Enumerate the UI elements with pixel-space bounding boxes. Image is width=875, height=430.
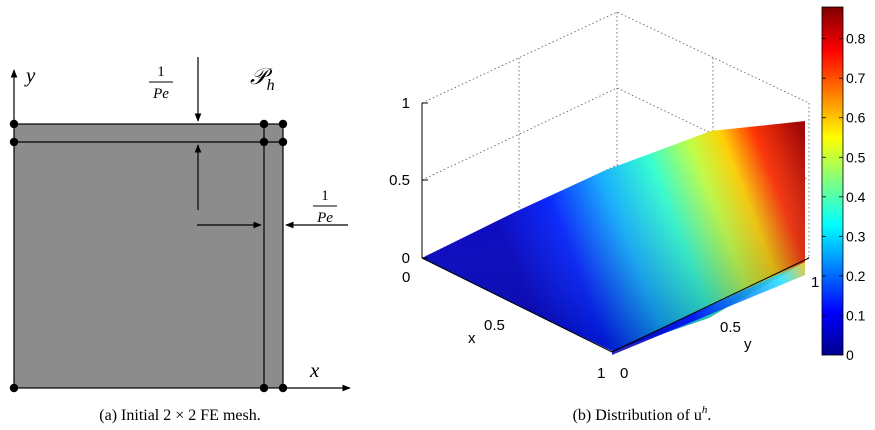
mesh-node xyxy=(278,137,288,147)
colorbar-tick-label: 0.5 xyxy=(846,149,866,165)
z-tick-label: 0 xyxy=(402,250,410,267)
right-fraction-denominator: Pe xyxy=(316,210,333,226)
x-axis-line xyxy=(421,257,613,353)
mesh-nodes xyxy=(9,119,288,393)
plot-axes xyxy=(421,102,810,353)
surface-front-face xyxy=(612,262,805,355)
caption-right-superscript: h xyxy=(702,404,708,416)
mesh-diagram: y x 1 Pe 1 Pe 𝒫h (a) Initial 2 × 2 FE me… xyxy=(9,57,351,424)
mesh-node xyxy=(278,119,288,129)
y-axis-label: y xyxy=(24,63,36,87)
colorbar-tick-label: 0.1 xyxy=(846,307,866,323)
box-back-left-edges xyxy=(421,11,810,104)
mesh-label-subscript: h xyxy=(267,77,275,94)
mesh-node xyxy=(259,137,269,147)
caption-right-prefix: (b) Distribution of u xyxy=(573,407,702,424)
colorbar-tick-label: 0 xyxy=(846,347,854,363)
right-fraction-numerator: 1 xyxy=(321,188,329,204)
mesh-node xyxy=(259,383,269,393)
x-axis-label: x xyxy=(309,358,320,382)
z-tick-label: 0.5 xyxy=(389,172,410,189)
mesh-domain xyxy=(13,123,284,389)
x-tick-label: 0 xyxy=(402,269,410,286)
x-tick-label: 1 xyxy=(597,365,605,382)
y-tick-label: 0 xyxy=(620,365,628,382)
y-tick-label: 0.5 xyxy=(720,319,741,336)
mesh-label: 𝒫h xyxy=(250,64,275,94)
caption-right-suffix: . xyxy=(707,407,711,424)
y-tick-label: 1 xyxy=(811,274,819,291)
top-fraction-numerator: 1 xyxy=(157,64,165,80)
caption-right: (b) Distribution of uh. xyxy=(573,404,712,424)
colorbar-tick-label: 0.6 xyxy=(846,110,866,126)
colorbar-ticks: 0.8 0.7 0.6 0.5 0.4 0.3 0.2 0.1 0 xyxy=(822,31,866,363)
mesh-node xyxy=(259,119,269,129)
z-tick-label: 1 xyxy=(402,95,410,112)
colorbar: 0.8 0.7 0.6 0.5 0.4 0.3 0.2 0.1 0 xyxy=(821,6,866,363)
colorbar-tick-label: 0.4 xyxy=(846,189,866,205)
mesh-node xyxy=(9,137,19,147)
colorbar-tick-label: 0.8 xyxy=(846,31,866,47)
surface-shading xyxy=(422,121,805,351)
mesh-node xyxy=(9,383,19,393)
mesh-node xyxy=(278,383,288,393)
y-axis-title: y xyxy=(744,336,752,353)
top-fraction-denominator: Pe xyxy=(152,86,169,102)
colorbar-tick-label: 0.2 xyxy=(846,268,866,284)
mesh-node xyxy=(9,119,19,129)
caption-left: (a) Initial 2 × 2 FE mesh. xyxy=(99,407,260,424)
colorbar-tick-label: 0.3 xyxy=(846,228,866,244)
x-axis-title: x xyxy=(468,330,476,347)
colorbar-gradient xyxy=(821,6,844,356)
y-axis-line xyxy=(611,257,810,353)
surface-plot: 1 0.5 0 0 0.5 1 x 0 0.5 1 y xyxy=(389,11,819,382)
x-tick-label: 0.5 xyxy=(484,317,505,334)
colorbar-tick-label: 0.7 xyxy=(846,70,866,86)
